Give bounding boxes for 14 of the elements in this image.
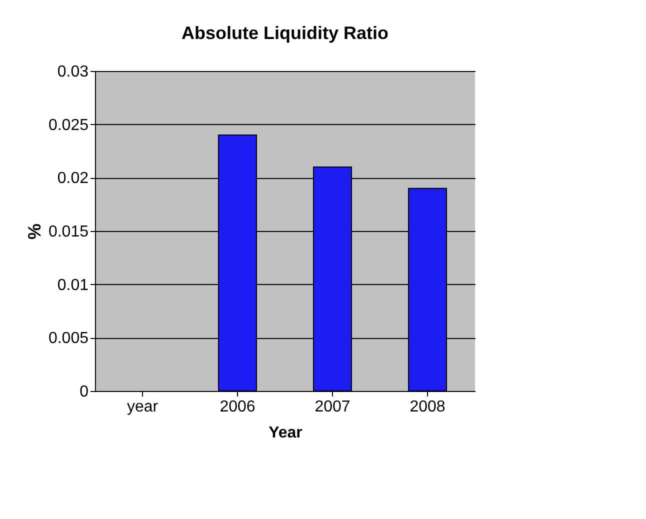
y-tick-label: 0.02 bbox=[57, 170, 89, 188]
y-tick-label: 0.01 bbox=[57, 276, 89, 294]
y-tick-label: 0.03 bbox=[57, 64, 89, 80]
y-tick-label: 0.015 bbox=[48, 224, 89, 240]
x-tick-label: 2008 bbox=[410, 398, 446, 416]
y-tick-label: 0 bbox=[80, 384, 89, 400]
x-axis-title: Year bbox=[268, 424, 302, 442]
x-tick-label: 2006 bbox=[220, 398, 256, 416]
y-tick-label: 0.005 bbox=[48, 330, 89, 348]
y-tick-label: 0.025 bbox=[48, 116, 89, 134]
x-tick-label: 2007 bbox=[314, 398, 350, 416]
x-tick-label: year bbox=[126, 398, 159, 416]
y-axis-title: % bbox=[24, 223, 44, 240]
chart-title: Absolute Liquidity Ratio bbox=[182, 23, 388, 43]
